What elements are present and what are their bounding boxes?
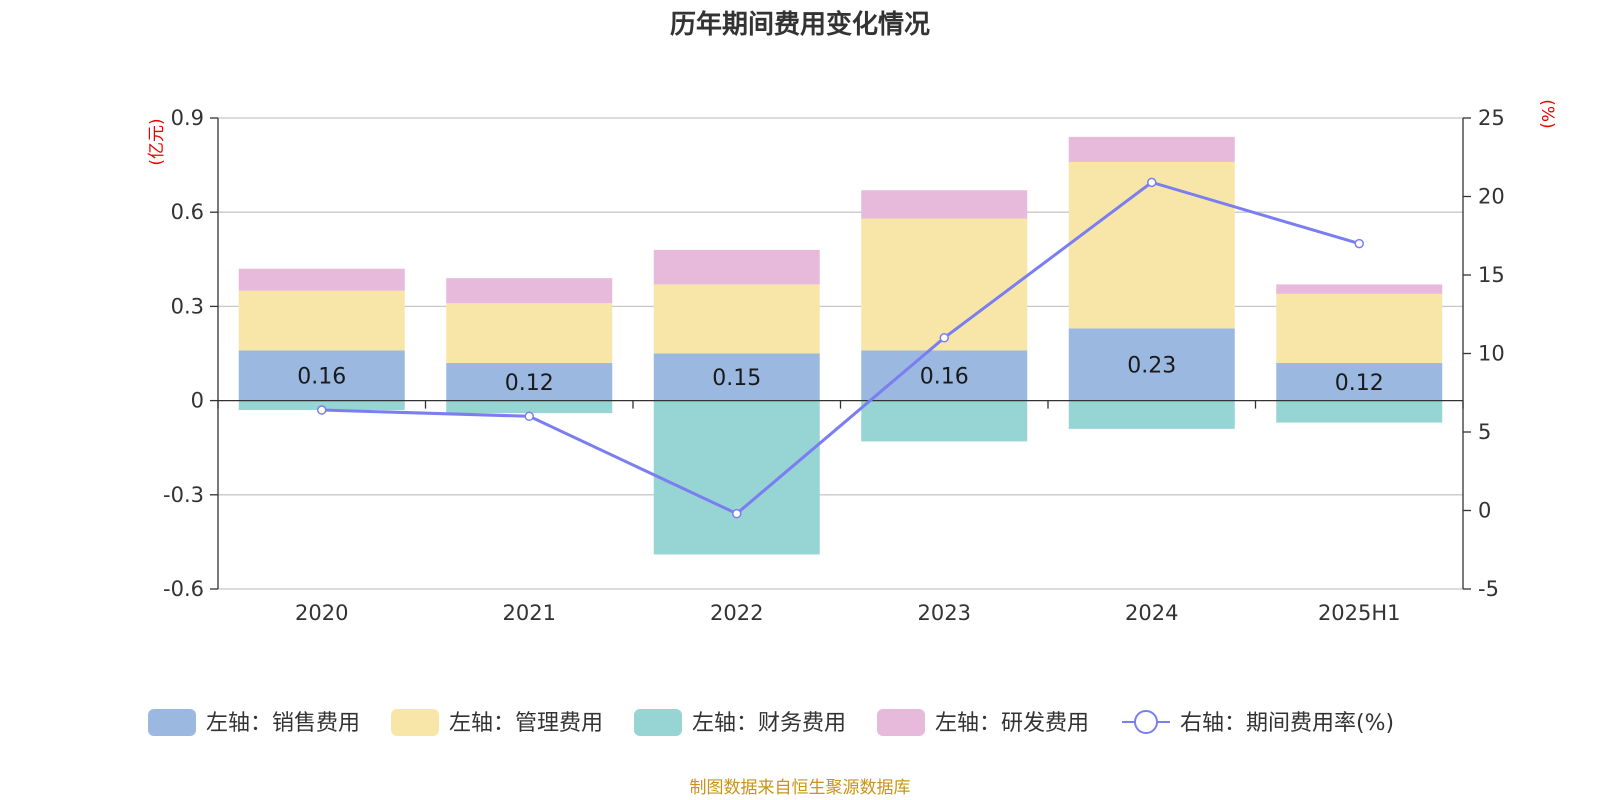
right-axis-unit: (%): [1537, 99, 1557, 128]
right-tick-label: 5: [1478, 420, 1491, 444]
legend-label: 左轴：管理费用: [449, 711, 603, 736]
bar-segment: [238, 350, 405, 401]
bar-segment: [446, 400, 613, 414]
legend-swatch: [877, 709, 925, 736]
bar-segment: [446, 362, 613, 401]
x-tick-label: 2023: [918, 601, 971, 625]
bar-segment: [446, 303, 613, 363]
rate-point: [939, 333, 949, 343]
bar-segment: [653, 284, 820, 354]
bar-segment: [446, 278, 613, 304]
bar-segment: [861, 400, 1028, 442]
legend-swatch: [391, 709, 439, 736]
x-tick-label: 2024: [1125, 601, 1178, 625]
x-tick-label: 2025H1: [1318, 601, 1401, 625]
data-label: 0.23: [1127, 353, 1176, 378]
data-label: 0.12: [1335, 371, 1384, 396]
legend-marker: [1134, 710, 1158, 734]
bar-segment: [861, 218, 1028, 351]
data-label: 0.15: [712, 366, 761, 391]
bar-segment: [861, 190, 1028, 219]
bar-segment: [1068, 161, 1235, 329]
data-labels: 0.16 0.12 0.15 0.16 0.23 0.12: [297, 353, 1383, 395]
left-tick-label: 0.6: [171, 200, 204, 224]
chart-title: 历年期间费用变化情况: [670, 9, 930, 40]
data-label: 0.12: [505, 371, 554, 396]
bar-segment: [861, 350, 1028, 401]
rate-point: [317, 405, 327, 415]
bar-segment: [238, 268, 405, 291]
source-note: 制图数据来自恒生聚源数据库: [690, 778, 911, 798]
data-label: 0.16: [297, 364, 346, 389]
axes: -0.6 -0.3 0 0.3 0.6 0.9 -5 0 5 10 15 20 25 2020 2021 20…: [147, 99, 1557, 625]
legend-label: 左轴：销售费用: [206, 711, 360, 736]
bar-segment: [653, 353, 820, 401]
left-axis-unit: (亿元): [147, 118, 167, 165]
rate-point: [732, 508, 742, 519]
left-tick-label: -0.3: [163, 483, 204, 507]
left-tick-label: 0.3: [171, 294, 204, 318]
legend-label: 左轴：研发费用: [935, 711, 1089, 736]
right-tick-label: 10: [1478, 342, 1505, 366]
bar-segment: [238, 290, 405, 351]
bar-segment: [1276, 362, 1443, 401]
data-label: 0.16: [920, 364, 969, 389]
bar-segment: [1276, 400, 1443, 423]
bar-segment: [653, 400, 820, 555]
bar-segment: [1276, 284, 1443, 294]
legend-label: 右轴：期间费用率(%): [1180, 711, 1394, 736]
right-tick-label: 0: [1478, 499, 1491, 523]
legend-swatch: [634, 709, 682, 736]
right-tick-label: 20: [1478, 185, 1505, 209]
x-tick-label: 2021: [503, 601, 556, 625]
legend-swatch: [148, 709, 196, 736]
left-tick-label: 0: [191, 389, 204, 413]
right-tick-label: -5: [1478, 577, 1499, 601]
bar-segment: [1068, 136, 1235, 162]
bar-segment: [1068, 328, 1235, 401]
left-tick-label: -0.6: [163, 577, 204, 601]
x-tick-label: 2022: [710, 601, 763, 625]
right-tick-label: 25: [1478, 106, 1505, 130]
rate-point: [524, 411, 534, 422]
rate-line: [317, 177, 1364, 519]
left-tick-label: 0.9: [171, 106, 204, 130]
bar-segment: [653, 249, 820, 285]
x-tick-label: 2020: [295, 601, 348, 625]
bars: [238, 136, 1443, 555]
legend: 左轴：销售费用 左轴：管理费用 左轴：财务费用 左轴：研发费用 右轴：期间费用率(%): [148, 709, 1394, 736]
rate-point: [1354, 238, 1364, 249]
rate-point: [1147, 177, 1157, 188]
bar-segment: [1276, 293, 1443, 363]
bar-segment: [1068, 400, 1235, 429]
legend-label: 左轴：财务费用: [692, 711, 846, 736]
rate-line-path: [321, 180, 1360, 516]
right-tick-label: 15: [1478, 263, 1505, 287]
